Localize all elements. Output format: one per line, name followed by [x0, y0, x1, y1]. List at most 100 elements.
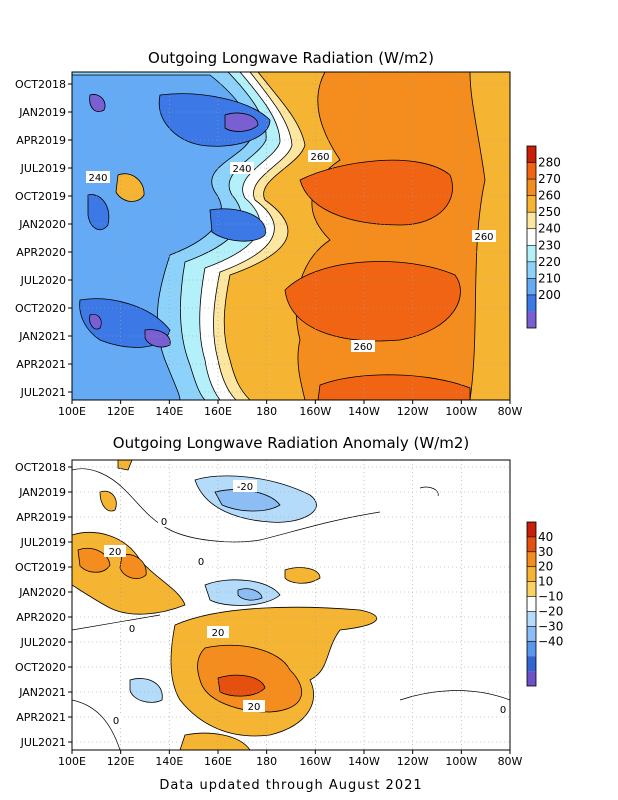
- olr-field: [72, 72, 510, 400]
- anomaly-colorbar-label: −10: [538, 590, 563, 604]
- anomaly-pos-east: [284, 567, 321, 584]
- anomaly-contour-label: 20: [109, 547, 122, 558]
- anomaly-y-tick-label: JUL2019: [20, 536, 66, 549]
- olr-blob-b: [209, 208, 266, 242]
- olr-fill-270-c: [317, 374, 471, 400]
- anomaly-plot-frame: [71, 459, 511, 751]
- anomaly-colorbar-swatch: [527, 522, 536, 537]
- anomaly-x-tick-label: 140E: [155, 755, 183, 768]
- olr-x-tick-label: 180: [256, 405, 277, 418]
- olr-x-tick-label: 80W: [498, 405, 523, 418]
- anomaly-colorbar-swatch: [527, 641, 536, 657]
- olr-x-tick-label: 120W: [397, 405, 429, 418]
- anomaly-colorbar-label: 20: [538, 560, 553, 574]
- anomaly-pos-central-max: [217, 674, 266, 697]
- anomaly-y-tick-label: JUL2021: [20, 736, 66, 749]
- olr-colorbar-label: 210: [538, 271, 561, 285]
- olr-blob-g: [89, 94, 106, 112]
- olr-y-tick-label: JAN2020: [18, 218, 66, 231]
- anomaly-colorbar-swatch: [527, 656, 536, 672]
- anomaly-colorbar-label: 10: [538, 575, 553, 589]
- olr-y-tick-label: JUL2019: [20, 162, 66, 175]
- olr-contour-label: 260: [353, 342, 372, 353]
- olr-y-axis: OCT2018 JAN2019 APR2019 JUL2019 OCT2019 JAN20…: [15, 78, 72, 399]
- anomaly-label-box: [497, 703, 509, 715]
- anomaly-contour-labels: -20 0 20 0 0 20 20 0 0: [104, 480, 509, 727]
- olr-y-tick-label: APR2021: [16, 358, 66, 371]
- anomaly-y-tick-label: OCT2020: [15, 661, 66, 674]
- anomaly-pos-west-core: [119, 554, 147, 579]
- anomaly-label-box: [243, 700, 265, 712]
- anomaly-colorbar-swatch: [527, 566, 536, 582]
- anomaly-y-tick-label: APR2019: [16, 511, 66, 524]
- olr-x-tick-label: 120E: [107, 405, 135, 418]
- olr-colorbar-swatch: [527, 146, 536, 163]
- anomaly-colorbar-frame: [526, 521, 537, 687]
- olr-x-tick-label: 100E: [58, 405, 86, 418]
- anomaly-contour-label: 0: [129, 624, 135, 635]
- anomaly-colorbar-swatch: [527, 581, 536, 597]
- anomaly-contour-label: 0: [500, 705, 506, 716]
- anomaly-gridlines: [72, 460, 510, 750]
- olr-blob-d: [87, 194, 110, 231]
- anomaly-label-box: [158, 515, 170, 527]
- anomaly-label-box: [126, 622, 138, 634]
- anomaly-contour-label: 20: [212, 628, 225, 639]
- anomaly-y-tick-label: APR2021: [16, 711, 66, 724]
- anomaly-label-box: [104, 545, 126, 557]
- olr-warm-pocket: [115, 173, 145, 202]
- anomaly-colorbar-label: 30: [538, 545, 553, 559]
- olr-x-tick-label: 140E: [155, 405, 183, 418]
- olr-contour-label: 260: [474, 232, 493, 243]
- olr-plot-frame: [71, 71, 511, 401]
- olr-colorbar-swatch: [527, 162, 536, 180]
- anomaly-colorbar-swatch: [527, 626, 536, 642]
- anomaly-pos-top: [117, 460, 133, 471]
- anomaly-colorbar-swatch: [527, 536, 536, 552]
- olr-y-tick-label: APR2019: [16, 134, 66, 147]
- anomaly-y-tick-label: JAN2021: [18, 686, 66, 699]
- olr-fill-270-a: [299, 159, 453, 226]
- anomaly-y-tick-label: JUL2020: [20, 636, 66, 649]
- anomaly-x-tick-label: 120W: [397, 755, 429, 768]
- olr-blob-a: [158, 93, 271, 147]
- olr-colorbar-label: 240: [538, 222, 561, 236]
- olr-colorbar-swatch: [527, 311, 536, 328]
- anomaly-colorbar-label: −20: [538, 604, 563, 618]
- anomaly-contour-label: 0: [113, 716, 119, 727]
- olr-gridlines: [72, 72, 510, 400]
- olr-y-tick-label: JUL2020: [20, 274, 66, 287]
- olr-colorbar-swatch: [527, 212, 536, 229]
- olr-y-tick-label: OCT2018: [15, 78, 66, 91]
- anomaly-y-tick-label: JAN2019: [18, 486, 66, 499]
- olr-contour-label: 240: [88, 173, 107, 184]
- olr-colorbar-swatch: [527, 278, 536, 295]
- olr-colorbar-swatch: [527, 195, 536, 213]
- olr-x-axis: 100E 120E 140E 160E 180 160W 140W 120W 100W 80W: [58, 400, 523, 418]
- anomaly-contour-label: 0: [198, 557, 204, 568]
- anomaly-x-tick-label: 100W: [445, 755, 477, 768]
- anomaly-y-axis: OCT2018 JAN2019 APR2019 JUL2019 OCT2019 JAN20…: [15, 461, 72, 749]
- olr-colorbar-label: 250: [538, 205, 561, 219]
- anomaly-label-box: [195, 555, 207, 567]
- anomaly-colorbar-swatch: [527, 551, 536, 567]
- anomaly-zero-lines: [72, 468, 510, 750]
- olr-y-tick-label: JAN2021: [18, 330, 66, 343]
- olr-x-tick-label: 140W: [348, 405, 380, 418]
- olr-colorbar-swatch: [527, 179, 536, 196]
- olr-x-tick-label: 100W: [445, 405, 477, 418]
- olr-x-tick-label: 160E: [204, 405, 232, 418]
- olr-colorbar-swatch: [527, 261, 536, 279]
- olr-label-box: [86, 171, 110, 183]
- olr-y-tick-label: OCT2019: [15, 190, 66, 203]
- olr-colorbar-swatch: [527, 294, 536, 312]
- footer-note: Data updated through August 2021: [159, 778, 422, 793]
- olr-colorbar-label: 270: [538, 172, 561, 186]
- olr-colorbar-label: 280: [538, 156, 561, 170]
- anomaly-colorbar-label: −40: [538, 634, 563, 648]
- anomaly-title: Outgoing Longwave Radiation Anomaly (W/m…: [113, 434, 469, 452]
- anomaly-x-tick-label: 180: [256, 755, 277, 768]
- olr-label-box: [351, 340, 375, 352]
